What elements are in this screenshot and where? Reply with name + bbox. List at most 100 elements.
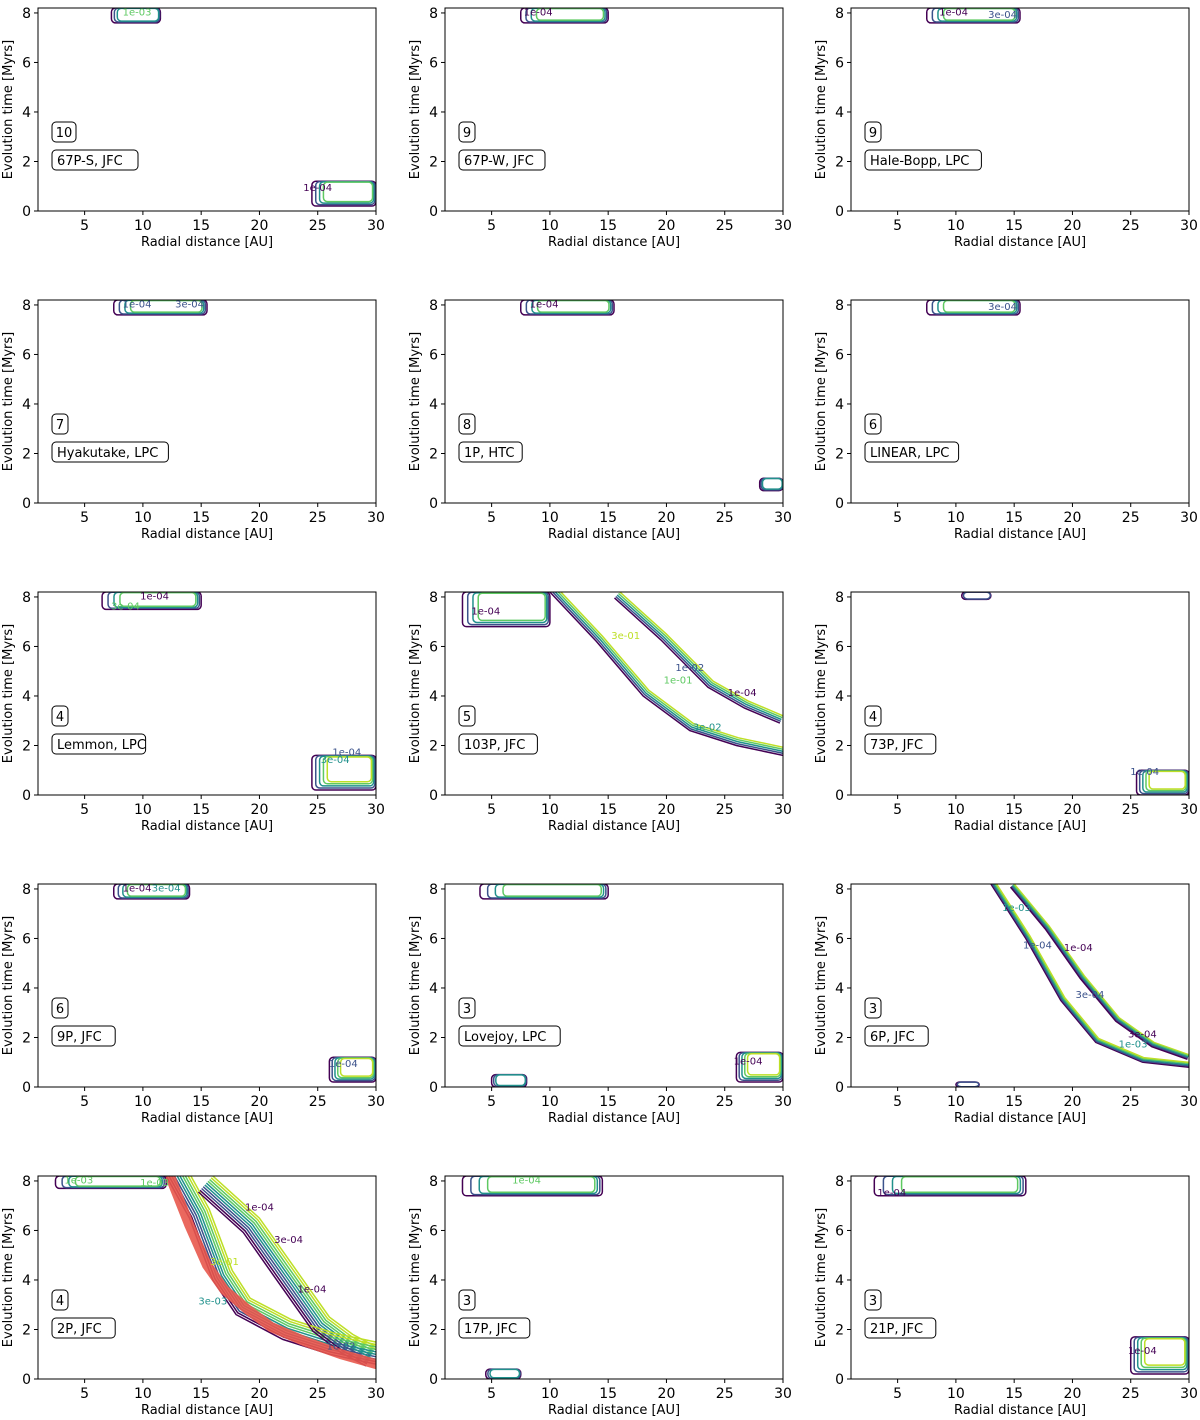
x-tick-label: 10 [134,510,152,526]
contour-label: 1e-04 [332,747,361,758]
plot-area: 1e-04 [479,884,783,1087]
contour-line [1010,885,1189,1059]
y-tick-label: 2 [22,1030,31,1046]
contour-line [113,884,191,900]
contour-label: 3e-04 [988,10,1017,21]
x-axis-label: Radial distance [AU] [954,819,1086,834]
x-tick-label: 30 [1180,218,1198,234]
y-tick-label: 6 [429,639,438,655]
x-tick-label: 5 [80,218,89,234]
count-box [458,121,476,143]
contour-line [1011,885,1189,1058]
y-tick-label: 6 [22,55,31,71]
y-axis-label: Evolution time [Myrs] [408,1208,423,1347]
y-tick-label: 4 [22,105,31,121]
y-tick-label: 0 [835,1372,844,1388]
y-tick-label: 6 [835,347,844,363]
y-axis-label: Evolution time [Myrs] [408,624,423,763]
contour-line [486,1176,596,1193]
subplot-2: 1e-04 5 10 15 20 25 30 0 2 4 6 8 Radial distance [AU… [408,6,792,250]
comet-name-box [864,1025,929,1047]
contour-line [559,592,783,749]
x-tick-label: 15 [1005,510,1023,526]
contour-label: 1e-03 [140,1178,169,1189]
contour-line [477,592,546,622]
x-tick-label: 15 [599,510,617,526]
x-tick-label: 10 [541,1386,559,1402]
contour-label: 1e-04 [297,1284,326,1295]
contour-label: 3e-04 [111,601,140,612]
x-tick-label: 15 [192,510,210,526]
contour-line [992,884,1189,1066]
y-tick-label: 6 [835,1223,844,1239]
contour-region [490,1073,528,1087]
axes-frame [37,591,377,796]
x-axis-label: Radial distance [AU] [141,819,273,834]
count-label: 3 [869,1294,877,1309]
axes-frame [444,883,784,1088]
contour-label: 1e-04 [512,1175,541,1186]
x-tick-label: 10 [134,1094,152,1110]
count-box [51,997,69,1019]
axes-frame [850,883,1190,1088]
contour-label: 3e-02 [693,723,722,734]
x-axis-label: Radial distance [AU] [548,527,680,542]
subplot-4: 1e-04 3e-04 5 10 15 20 25 30 0 2 4 6 8 Radial distanc… [1,298,385,542]
comet-name-box [51,1317,116,1339]
y-tick-label: 8 [429,1174,438,1190]
contour-label: 1e-04 [303,183,332,194]
count-label: 9 [869,126,877,141]
contour-label: 3e-04 [988,302,1017,313]
contour-line [494,884,605,898]
x-tick-label: 30 [774,510,792,526]
count-label: 7 [56,418,64,433]
x-axis-label: Radial distance [AU] [141,235,273,250]
y-tick-label: 2 [429,1030,438,1046]
y-tick-label: 6 [835,639,844,655]
y-tick-label: 8 [22,6,31,22]
y-tick-label: 6 [429,1223,438,1239]
comet-name-box [51,733,147,755]
contour-line [110,8,162,24]
x-axis-label: Radial distance [AU] [954,1403,1086,1418]
x-tick-label: 20 [658,218,676,234]
x-tick-label: 25 [716,1094,734,1110]
y-tick-label: 6 [429,931,438,947]
x-tick-label: 15 [192,1386,210,1402]
contour-line [492,1074,527,1087]
contour-line [554,592,783,753]
y-tick-label: 6 [22,931,31,947]
contour-line [900,1176,1019,1193]
plot-area: 1e-04 3e-04 [926,8,1021,24]
x-tick-label: 20 [1064,218,1082,234]
x-tick-label: 25 [309,1094,327,1110]
comet-name-box [51,149,139,171]
x-tick-label: 10 [541,1094,559,1110]
y-tick-label: 8 [22,882,31,898]
x-axis-label: Radial distance [AU] [954,1111,1086,1126]
y-tick-label: 2 [22,446,31,462]
comet-name-label: 17P, JFC [464,1322,517,1337]
x-axis-label: Radial distance [AU] [548,235,680,250]
x-tick-label: 20 [1064,1094,1082,1110]
x-tick-label: 15 [192,802,210,818]
comet-name-label: 103P, JFC [464,738,525,753]
x-tick-label: 10 [947,510,965,526]
contour-region [735,1051,783,1083]
x-tick-label: 20 [1064,802,1082,818]
contour-line [956,1081,980,1087]
x-tick-label: 10 [134,802,152,818]
trajectory-line [165,1176,376,1370]
count-label: 4 [56,1294,64,1309]
y-tick-label: 4 [835,981,844,997]
x-tick-label: 15 [192,1094,210,1110]
count-label: 5 [463,710,471,725]
count-label: 3 [463,1002,471,1017]
contour-label: 1e-03 [1119,1039,1148,1050]
contour-label: 3e-04 [175,299,204,310]
x-tick-label: 15 [1005,1386,1023,1402]
x-tick-label: 5 [487,1094,496,1110]
count-box [458,997,476,1019]
x-axis-label: Radial distance [AU] [954,235,1086,250]
plot-area: 1e-03 1e-03 3e-01 1e-04 3e-04 1e-04 3e-03 1e-02 [54,1176,376,1370]
